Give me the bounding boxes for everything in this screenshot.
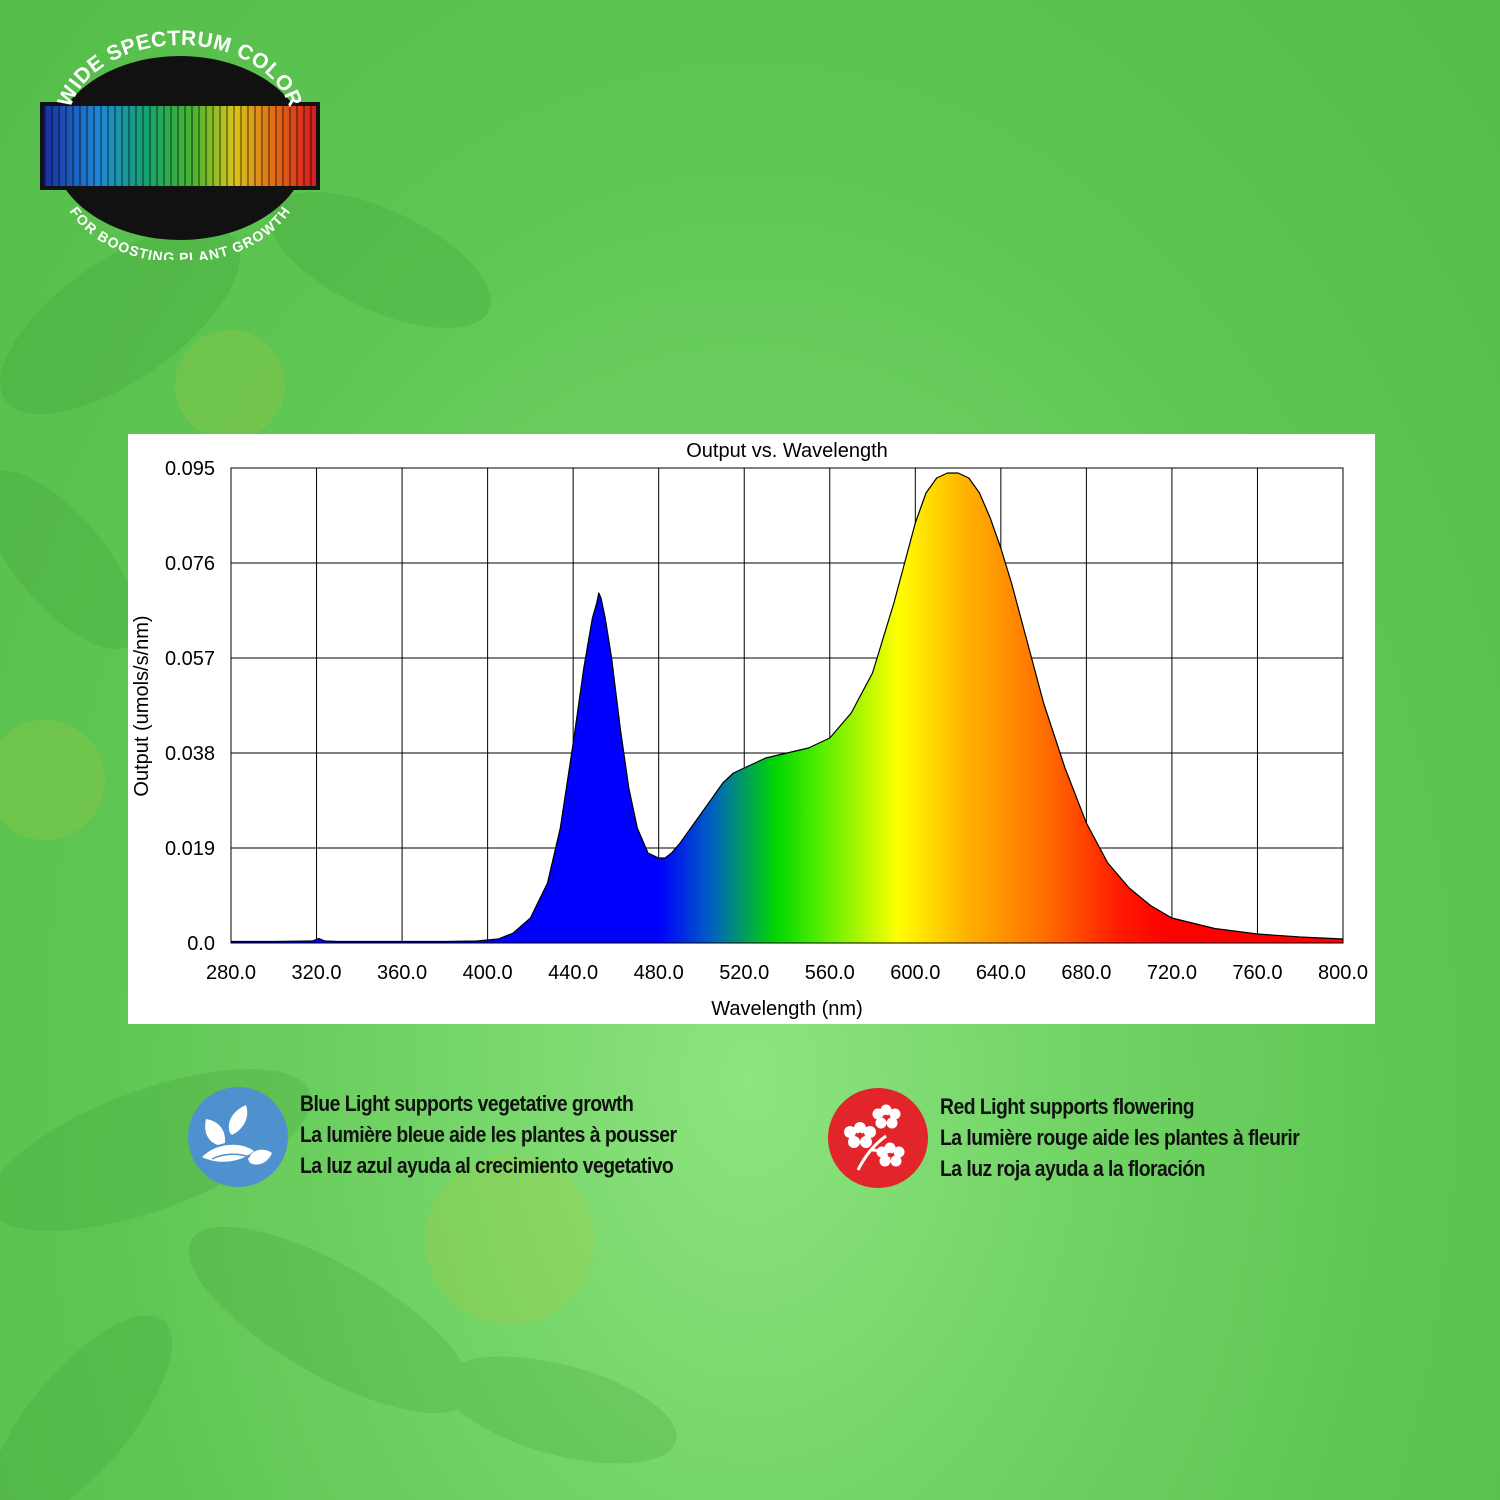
x-tick-label: 640.0: [976, 962, 1026, 984]
x-tick-label: 280.0: [206, 962, 256, 984]
flowers-icon: [844, 1104, 905, 1171]
spectrum-area: [231, 473, 1343, 943]
red-line-en: Red Light supports flowering: [940, 1094, 1195, 1119]
x-tick-label: 440.0: [548, 962, 598, 984]
y-axis-label: Output (umols/s/nm): [131, 615, 153, 796]
chart-area-layer: [231, 472, 1344, 943]
blue-line-en: Blue Light supports vegetative growth: [300, 1091, 634, 1116]
y-tick-label: 0.076: [165, 553, 215, 575]
y-tick-label: 0.0: [187, 933, 215, 955]
spectrum-outline: [231, 472, 1344, 943]
x-tick-label: 480.0: [634, 962, 684, 984]
red-line-es: La luz roja ayuda a la floración: [940, 1156, 1206, 1181]
chart-title: Output vs. Wavelength: [686, 440, 888, 462]
x-tick-label: 400.0: [463, 962, 513, 984]
red-line-fr: La lumière rouge aide les plantes à fleu…: [940, 1125, 1300, 1150]
x-axis-label: Wavelength (nm): [711, 998, 863, 1020]
y-tick-label: 0.095: [165, 458, 215, 480]
y-tick-label: 0.038: [165, 743, 215, 765]
x-tick-label: 800.0: [1318, 962, 1368, 984]
red-badge: [828, 1088, 928, 1188]
spectrum-chart: Output vs. Wavelength 280.0 320.0 360.0 400…: [131, 440, 1368, 1020]
blue-line-es: La luz azul ayuda al crecimiento vegetat…: [300, 1153, 674, 1178]
x-tick-label: 600.0: [890, 962, 940, 984]
plot-frame: [230, 467, 1344, 944]
x-tick-label: 760.0: [1232, 962, 1282, 984]
wide-spectrum-logo: WIDE SPECTRUM COLOR FOR BOOSTING PLANT G…: [40, 30, 320, 260]
blue-badge: [188, 1087, 288, 1187]
y-tick-label: 0.019: [165, 838, 215, 860]
x-tick-label: 560.0: [805, 962, 855, 984]
x-tick-labels: 280.0 320.0 360.0 400.0 440.0 480.0 520.0 560.0…: [206, 962, 1368, 984]
leaves-icon: [202, 1105, 272, 1165]
y-tick-label: 0.057: [165, 648, 215, 670]
x-tick-label: 680.0: [1061, 962, 1111, 984]
spectrum-chart-panel: Output vs. Wavelength 280.0 320.0 360.0 400…: [128, 434, 1375, 1024]
y-tick-labels: 0.0 0.019 0.038 0.057 0.076 0.095: [165, 458, 215, 955]
blue-line-fr: La lumière bleue aide les plantes à pous…: [300, 1122, 677, 1147]
x-tick-label: 720.0: [1147, 962, 1197, 984]
x-tick-label: 520.0: [719, 962, 769, 984]
x-tick-label: 360.0: [377, 962, 427, 984]
x-tick-label: 320.0: [292, 962, 342, 984]
